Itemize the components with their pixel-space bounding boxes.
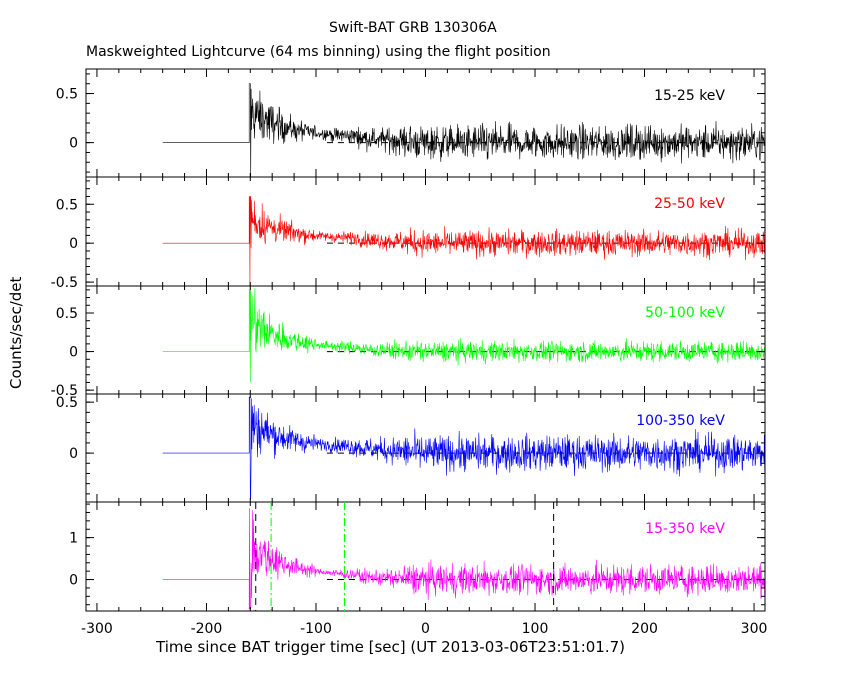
- panel-50-100-kev-ytick-label: 0: [69, 345, 78, 361]
- panel-15-25-kev-ytick-label: 0: [69, 136, 78, 152]
- chart-subtitle: Maskweighted Lightcurve (64 ms binning) …: [86, 44, 551, 60]
- panel-50-100-kev-band-label: 50-100 keV: [645, 305, 725, 321]
- panel-15-350-kev-series-line: [162, 508, 765, 610]
- panel-50-100-kev-frame: [85, 285, 766, 395]
- x-tick-label: 100: [522, 621, 549, 637]
- panel-50-100-kev-series-line: [162, 288, 765, 383]
- panel-25-50-kev-ytick-label: 0.5: [56, 197, 78, 213]
- chart-title: Swift-BAT GRB 130306A: [329, 20, 497, 36]
- panel-15-350-kev-ytick-label: 1: [69, 531, 78, 547]
- panel-15-350-kev-band-label: 15-350 keV: [645, 521, 725, 537]
- x-tick-label: -100: [300, 621, 332, 637]
- panel-15-25-kev-frame: [85, 68, 766, 178]
- panel-25-50-kev-band-label: 25-50 keV: [654, 196, 725, 212]
- x-tick-label: -300: [81, 621, 113, 637]
- x-tick-label: 200: [631, 621, 658, 637]
- panel-100-350-kev-ytick-label: 0.5: [56, 395, 78, 411]
- panel-100-350-kev-band-label: 100-350 keV: [636, 413, 725, 429]
- x-tick-label: 300: [741, 621, 768, 637]
- panel-25-50-kev-series-line: [162, 196, 765, 286]
- panel-15-25-kev-ytick-label: 0.5: [56, 87, 78, 103]
- panel-50-100-kev-ytick-label: 0.5: [56, 306, 78, 322]
- panel-25-50-kev-ytick-label: 0: [69, 236, 78, 252]
- x-axis-label: Time since BAT trigger time [sec] (UT 20…: [156, 638, 625, 656]
- panel-15-350-kev-frame: [85, 501, 766, 612]
- panel-15-350-kev-ytick-label: 0: [69, 573, 78, 589]
- panel-15-25-kev-band-label: 15-25 keV: [654, 88, 725, 104]
- panel-25-50-kev-ytick-label: -0.5: [51, 275, 78, 291]
- panel-25-50-kev-frame: [85, 176, 766, 287]
- panel-100-350-kev-series-line: [162, 396, 765, 500]
- panel-100-350-kev-ytick-label: 0: [69, 446, 78, 462]
- panel-15-25-kev-series-line: [162, 83, 765, 177]
- x-tick-label: 0: [421, 621, 430, 637]
- panel-50-100-kev-ytick-label: -0.5: [51, 383, 78, 399]
- x-tick-label: -200: [191, 621, 223, 637]
